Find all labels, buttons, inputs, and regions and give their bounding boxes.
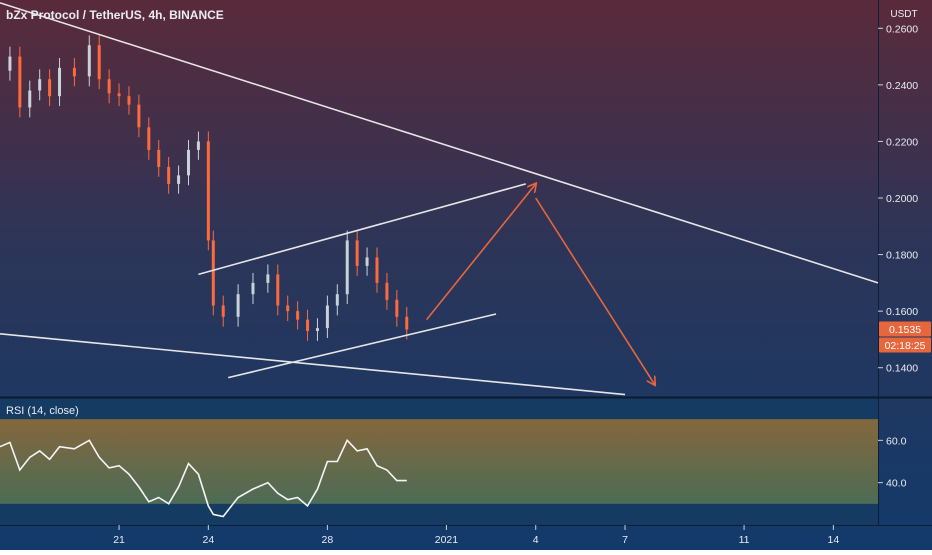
price-tick-label: 0.2200: [886, 136, 918, 148]
candle-body: [147, 127, 151, 150]
time-tick-label: 21: [113, 534, 125, 546]
candle-body: [315, 328, 319, 331]
candle-body: [58, 67, 62, 97]
candle-body: [365, 257, 369, 266]
candle-body: [72, 67, 76, 77]
candle-body: [28, 90, 32, 108]
price-tick-label: 0.1600: [886, 306, 918, 318]
candle-body: [306, 319, 310, 331]
candle-body: [286, 305, 290, 312]
candle-body: [137, 104, 141, 128]
time-tick-label: 24: [202, 534, 214, 546]
candle-body: [266, 274, 270, 283]
candle-body: [38, 79, 42, 91]
channel-lower-line: [227, 313, 497, 379]
candle-body: [8, 56, 12, 71]
rsi-layer: [0, 438, 407, 518]
candle-body: [97, 45, 101, 80]
candle-body: [157, 149, 161, 167]
candle-body: [117, 93, 121, 97]
candle-body: [167, 166, 171, 184]
last-price-badge: [879, 321, 931, 337]
time-tick-label: 2021: [435, 534, 459, 546]
chart-title: bZx Protocol / TetherUS, 4h, BINANCE: [6, 8, 224, 22]
last-price-label: 0.1535: [889, 324, 921, 336]
price-axis-ticks: 0.1400 0.1600 0.1800 0.2000 0.2200 0.2400 0.26…: [878, 23, 918, 375]
countdown-label: 02:18:25: [885, 340, 926, 352]
candle-body: [296, 311, 300, 320]
projection-arrow-down: [535, 197, 655, 385]
candle-body: [87, 45, 91, 77]
candle-body: [221, 305, 225, 317]
price-tick-label: 0.2600: [886, 23, 918, 35]
rsi-axis-ticks: 40.0 60.0: [878, 435, 907, 490]
annotations-layer: [0, 2, 879, 396]
candle-body: [335, 294, 339, 306]
price-tick-label: 0.1400: [886, 363, 918, 375]
time-tick-label: 28: [322, 534, 334, 546]
rsi-tick-label: 40.0: [886, 478, 907, 490]
rsi-line: [0, 438, 407, 518]
time-tick-label: 11: [739, 534, 750, 546]
candles-layer: [8, 35, 409, 341]
time-tick-label: 14: [828, 534, 840, 546]
lower-descending-trendline: [0, 332, 626, 396]
candle-body: [251, 282, 255, 295]
candle-body: [177, 175, 181, 184]
candle-body: [355, 240, 359, 266]
candle-body: [276, 274, 280, 306]
candle-body: [186, 149, 190, 176]
candle-body: [206, 141, 210, 241]
last-price-marker: 0.1535 02:18:25: [879, 321, 931, 353]
candle-body: [211, 240, 215, 306]
currency-label: USDT: [890, 9, 917, 20]
candle-body: [18, 56, 22, 108]
rsi-label: RSI (14, close): [6, 405, 79, 417]
candle-body: [325, 305, 329, 329]
time-tick-label: 7: [622, 534, 628, 546]
price-tick-label: 0.2400: [886, 80, 918, 92]
candle-body: [127, 96, 131, 105]
rsi-tick-label: 60.0: [886, 435, 907, 447]
candle-body: [405, 316, 409, 330]
time-axis-ticks: 21 24 28 2021 4 7 11 14: [113, 525, 839, 546]
candle-body: [385, 282, 389, 300]
candle-body: [236, 294, 240, 317]
countdown-badge: [879, 337, 931, 353]
projection-arrow-up: [425, 184, 536, 321]
upper-descending-trendline: [0, 2, 879, 284]
candle-body: [196, 141, 200, 150]
candle-body: [375, 257, 379, 283]
candle-body: [107, 79, 111, 94]
channel-upper-line: [198, 183, 527, 276]
candle-body: [48, 79, 52, 97]
candle-body: [395, 299, 399, 317]
price-tick-label: 0.1800: [886, 250, 918, 262]
rsi-band: [0, 419, 878, 504]
price-tick-label: 0.2000: [886, 193, 918, 205]
candle-body: [345, 240, 349, 295]
time-tick-label: 4: [533, 534, 539, 546]
